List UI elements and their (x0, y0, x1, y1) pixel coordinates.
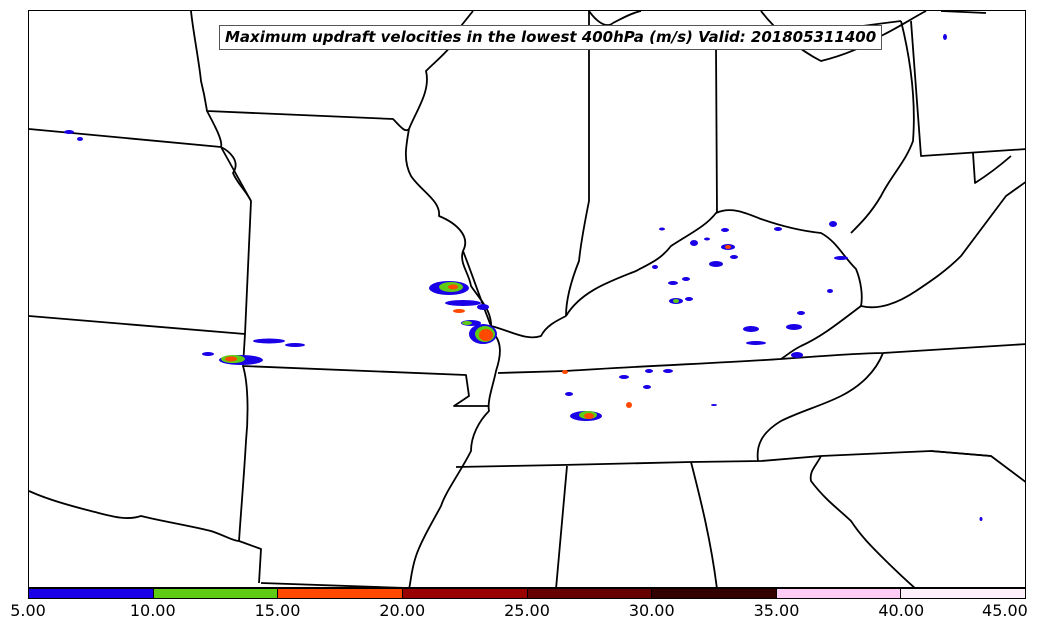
colorbar-segment-2 (153, 589, 279, 598)
colorbar-tick-label: 20.00 (379, 601, 426, 620)
colorbar-tick-labels: 5.00 10.00 15.00 20.00 25.00 30.00 35.00… (10, 600, 1028, 630)
map-title: Maximum updraft velocities in the lowest… (219, 25, 883, 50)
colorbar-tick-label: 45.00 (982, 601, 1028, 620)
colorbar-tick-label: 35.00 (753, 601, 800, 620)
colorbar-tick-label: 40.00 (878, 601, 925, 620)
colorbar-segment-6 (652, 589, 777, 598)
colorbar-tick-label: 15.00 (254, 601, 301, 620)
colorbar-tick-label: 5.00 (10, 601, 46, 620)
state-borders (29, 11, 1025, 587)
colorbar-segment-8 (901, 589, 1025, 598)
colorbar-segment-1 (29, 589, 154, 598)
colorbar-tick-label: 10.00 (129, 601, 176, 620)
colorbar (28, 588, 1026, 599)
state-boundaries-map (29, 11, 1025, 587)
colorbar-segment-3 (278, 589, 403, 598)
map-frame: Maximum updraft velocities in the lowest… (28, 10, 1026, 588)
colorbar-tick-label: 30.00 (628, 601, 675, 620)
updraft-cells (64, 34, 983, 521)
colorbar-segment-5 (527, 589, 653, 598)
colorbar-tick-label: 25.00 (504, 601, 550, 620)
colorbar-segment-7 (776, 589, 902, 598)
colorbar-segment-4 (402, 589, 528, 598)
